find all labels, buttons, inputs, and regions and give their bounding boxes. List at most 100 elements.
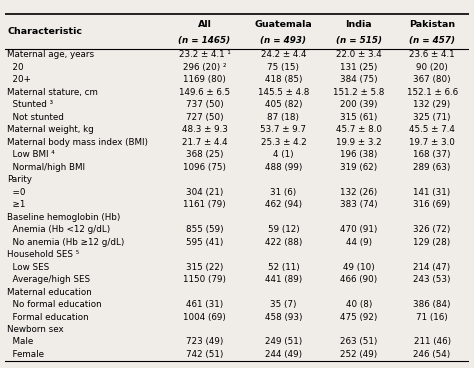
Text: 1161 (79): 1161 (79) bbox=[183, 200, 226, 209]
Text: 23.2 ± 4.1 ¹: 23.2 ± 4.1 ¹ bbox=[179, 50, 230, 60]
Text: 31 (6): 31 (6) bbox=[270, 188, 297, 197]
Text: Anemia (Hb <12 g/dL): Anemia (Hb <12 g/dL) bbox=[7, 225, 110, 234]
Text: 49 (10): 49 (10) bbox=[343, 263, 375, 272]
Text: 384 (75): 384 (75) bbox=[340, 75, 378, 84]
Text: 20+: 20+ bbox=[7, 75, 31, 84]
Text: 24.2 ± 4.4: 24.2 ± 4.4 bbox=[261, 50, 306, 60]
Text: 87 (18): 87 (18) bbox=[267, 113, 300, 122]
Text: 315 (22): 315 (22) bbox=[186, 263, 223, 272]
Text: 22.0 ± 3.4: 22.0 ± 3.4 bbox=[336, 50, 382, 60]
Text: Female: Female bbox=[7, 350, 44, 359]
Text: Average/high SES: Average/high SES bbox=[7, 275, 90, 284]
Text: 145.5 ± 4.8: 145.5 ± 4.8 bbox=[258, 88, 309, 97]
Text: 152.1 ± 6.6: 152.1 ± 6.6 bbox=[407, 88, 458, 97]
Text: 132 (26): 132 (26) bbox=[340, 188, 378, 197]
Text: (n = 515): (n = 515) bbox=[336, 36, 382, 45]
Text: 422 (88): 422 (88) bbox=[265, 238, 302, 247]
Text: Maternal stature, cm: Maternal stature, cm bbox=[7, 88, 98, 97]
Text: 383 (74): 383 (74) bbox=[340, 200, 378, 209]
Text: Parity: Parity bbox=[7, 175, 32, 184]
Text: 23.6 ± 4.1: 23.6 ± 4.1 bbox=[409, 50, 455, 60]
Text: 168 (37): 168 (37) bbox=[413, 150, 451, 159]
Text: 326 (72): 326 (72) bbox=[413, 225, 451, 234]
Text: 48.3 ± 9.3: 48.3 ± 9.3 bbox=[182, 125, 228, 134]
Text: 316 (69): 316 (69) bbox=[413, 200, 451, 209]
Text: 211 (46): 211 (46) bbox=[413, 337, 451, 347]
Text: 129 (28): 129 (28) bbox=[413, 238, 451, 247]
Text: Baseline hemoglobin (Hb): Baseline hemoglobin (Hb) bbox=[7, 213, 120, 222]
Text: 462 (94): 462 (94) bbox=[265, 200, 302, 209]
Text: Male: Male bbox=[7, 337, 33, 347]
Text: 855 (59): 855 (59) bbox=[186, 225, 223, 234]
Text: 90 (20): 90 (20) bbox=[416, 63, 448, 72]
Text: 244 (49): 244 (49) bbox=[265, 350, 302, 359]
Text: Not stunted: Not stunted bbox=[7, 113, 64, 122]
Text: 25.3 ± 4.2: 25.3 ± 4.2 bbox=[261, 138, 306, 147]
Text: 44 (9): 44 (9) bbox=[346, 238, 372, 247]
Text: 367 (80): 367 (80) bbox=[413, 75, 451, 84]
Text: 304 (21): 304 (21) bbox=[186, 188, 223, 197]
Text: (n = 457): (n = 457) bbox=[409, 36, 455, 45]
Text: 727 (50): 727 (50) bbox=[186, 113, 223, 122]
Text: India: India bbox=[346, 20, 372, 29]
Text: 475 (92): 475 (92) bbox=[340, 312, 378, 322]
Text: Maternal age, years: Maternal age, years bbox=[7, 50, 94, 60]
Text: 45.7 ± 8.0: 45.7 ± 8.0 bbox=[336, 125, 382, 134]
Text: 243 (53): 243 (53) bbox=[413, 275, 451, 284]
Text: (n = 1465): (n = 1465) bbox=[178, 36, 230, 45]
Text: 315 (61): 315 (61) bbox=[340, 113, 378, 122]
Text: Low BMI ⁴: Low BMI ⁴ bbox=[7, 150, 55, 159]
Text: 19.9 ± 3.2: 19.9 ± 3.2 bbox=[336, 138, 382, 147]
Text: Formal education: Formal education bbox=[7, 312, 89, 322]
Text: 488 (99): 488 (99) bbox=[265, 163, 302, 172]
Text: 196 (38): 196 (38) bbox=[340, 150, 378, 159]
Text: 149.6 ± 6.5: 149.6 ± 6.5 bbox=[179, 88, 230, 97]
Text: 4 (1): 4 (1) bbox=[273, 150, 294, 159]
Text: 132 (29): 132 (29) bbox=[413, 100, 451, 109]
Text: (n = 493): (n = 493) bbox=[260, 36, 307, 45]
Text: 405 (82): 405 (82) bbox=[264, 100, 302, 109]
Text: 53.7 ± 9.7: 53.7 ± 9.7 bbox=[260, 125, 307, 134]
Text: Maternal weight, kg: Maternal weight, kg bbox=[7, 125, 94, 134]
Text: Newborn sex: Newborn sex bbox=[7, 325, 64, 334]
Text: 1096 (75): 1096 (75) bbox=[183, 163, 226, 172]
Text: 296 (20) ²: 296 (20) ² bbox=[183, 63, 226, 72]
Text: Guatemala: Guatemala bbox=[255, 20, 312, 29]
Text: 386 (84): 386 (84) bbox=[413, 300, 451, 309]
Text: 737 (50): 737 (50) bbox=[186, 100, 223, 109]
Text: 19.7 ± 3.0: 19.7 ± 3.0 bbox=[409, 138, 455, 147]
Text: 289 (63): 289 (63) bbox=[413, 163, 451, 172]
Text: 1169 (80): 1169 (80) bbox=[183, 75, 226, 84]
Text: Maternal body mass index (BMI): Maternal body mass index (BMI) bbox=[7, 138, 148, 147]
Text: 742 (51): 742 (51) bbox=[186, 350, 223, 359]
Text: Pakistan: Pakistan bbox=[409, 20, 455, 29]
Text: 263 (51): 263 (51) bbox=[340, 337, 378, 347]
Text: 466 (90): 466 (90) bbox=[340, 275, 378, 284]
Text: Low SES: Low SES bbox=[7, 263, 49, 272]
Text: 458 (93): 458 (93) bbox=[264, 312, 302, 322]
Text: No formal education: No formal education bbox=[7, 300, 102, 309]
Text: 214 (47): 214 (47) bbox=[413, 263, 451, 272]
Text: All: All bbox=[198, 20, 211, 29]
Text: 246 (54): 246 (54) bbox=[413, 350, 451, 359]
Text: =0: =0 bbox=[7, 188, 26, 197]
Text: 45.5 ± 7.4: 45.5 ± 7.4 bbox=[409, 125, 455, 134]
Text: 52 (11): 52 (11) bbox=[268, 263, 299, 272]
Text: 40 (8): 40 (8) bbox=[346, 300, 372, 309]
Text: 319 (62): 319 (62) bbox=[340, 163, 378, 172]
Text: 461 (31): 461 (31) bbox=[186, 300, 223, 309]
Text: ≥1: ≥1 bbox=[7, 200, 26, 209]
Text: 723 (49): 723 (49) bbox=[186, 337, 223, 347]
Text: 151.2 ± 5.8: 151.2 ± 5.8 bbox=[333, 88, 384, 97]
Text: 470 (91): 470 (91) bbox=[340, 225, 378, 234]
Text: Household SES ⁵: Household SES ⁵ bbox=[7, 250, 79, 259]
Text: 252 (49): 252 (49) bbox=[340, 350, 378, 359]
Text: 141 (31): 141 (31) bbox=[413, 188, 451, 197]
Text: 249 (51): 249 (51) bbox=[265, 337, 302, 347]
Text: 418 (85): 418 (85) bbox=[264, 75, 302, 84]
Text: 200 (39): 200 (39) bbox=[340, 100, 378, 109]
Text: Maternal education: Maternal education bbox=[7, 287, 92, 297]
Text: 595 (41): 595 (41) bbox=[186, 238, 223, 247]
Text: 75 (15): 75 (15) bbox=[267, 63, 300, 72]
Text: 131 (25): 131 (25) bbox=[340, 63, 378, 72]
